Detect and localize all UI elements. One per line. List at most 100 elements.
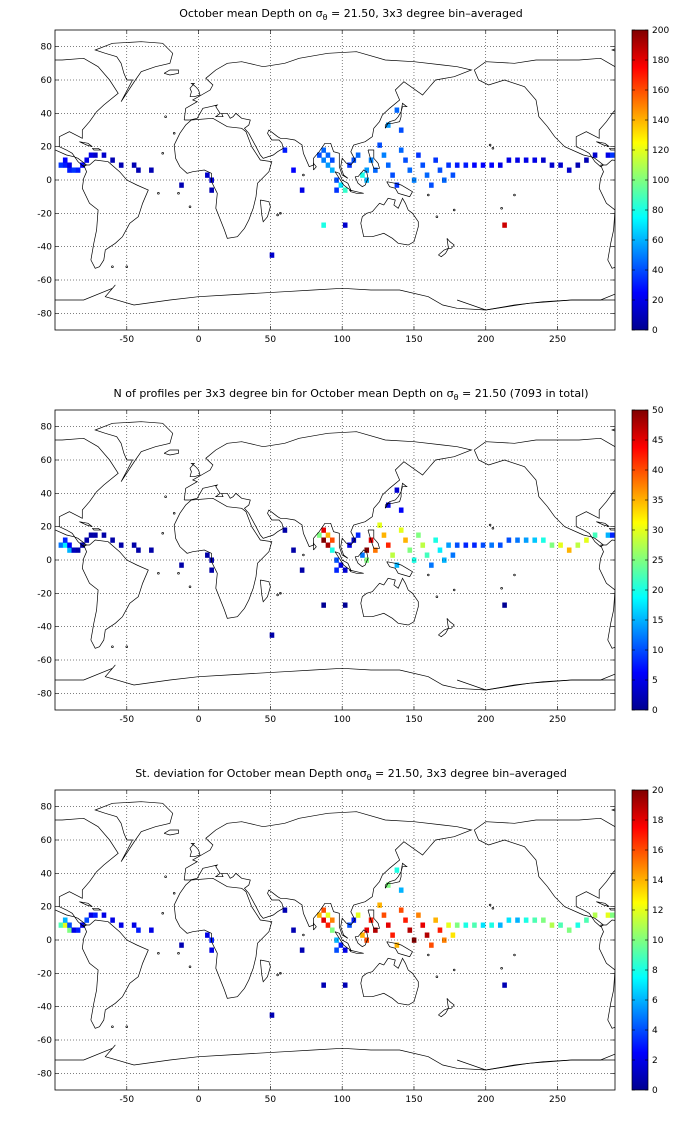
- heatmap-cell: [489, 542, 494, 548]
- heatmap-cell: [351, 537, 357, 543]
- coastline: [189, 82, 201, 98]
- coastline: [456, 293, 615, 311]
- y-tick-label: -80: [37, 309, 52, 319]
- heatmap-cell: [592, 152, 598, 158]
- coastline: [259, 579, 271, 603]
- heatmap-cell: [532, 537, 538, 543]
- heatmap-cell: [325, 162, 331, 168]
- heatmap-cell: [329, 927, 335, 933]
- panel-3-title: St. deviation for October mean Depth onσ…: [135, 767, 567, 782]
- island: [679, 532, 681, 534]
- coastline: [691, 878, 696, 998]
- coastlines: [55, 41, 696, 311]
- heatmap-cell: [209, 567, 214, 573]
- coastline: [349, 949, 364, 954]
- island: [157, 952, 160, 955]
- y-tick-label: -20: [37, 589, 52, 599]
- heatmap-cell: [93, 532, 98, 538]
- heatmap-cell: [299, 947, 305, 953]
- island: [452, 588, 456, 592]
- coastline: [79, 521, 93, 528]
- heatmap-cell: [179, 942, 184, 948]
- heatmap-cell: [325, 912, 331, 918]
- heatmap-cell: [502, 982, 507, 988]
- heatmap-cell: [88, 152, 94, 158]
- island: [157, 192, 160, 195]
- coastline: [259, 959, 271, 983]
- heatmap-cell: [321, 537, 326, 543]
- colorbar-tick-label: 4: [652, 1026, 658, 1036]
- heatmap-cell: [136, 167, 141, 173]
- heatmap-cell: [403, 157, 408, 163]
- panel-2-title: N of profiles per 3x3 degree bin for Oct…: [114, 387, 589, 402]
- heatmap-cell: [118, 162, 124, 168]
- heatmap-cell: [403, 537, 408, 543]
- heatmap-cell: [390, 932, 395, 938]
- heatmap-cell: [179, 562, 184, 568]
- heatmap-cell: [429, 942, 434, 948]
- heatmap-cell: [136, 547, 141, 553]
- island: [682, 116, 684, 118]
- coastline: [360, 957, 419, 1006]
- coastline: [473, 57, 615, 168]
- island: [500, 587, 503, 590]
- heatmap-cell: [472, 922, 477, 928]
- coastline: [81, 539, 149, 649]
- colorbar-tick-label: 40: [652, 466, 664, 476]
- heatmap-cell: [429, 182, 434, 188]
- coastline: [438, 627, 450, 638]
- y-tick-label: -40: [37, 623, 52, 633]
- heatmap-cell: [321, 157, 326, 163]
- heatmap-cell: [450, 172, 456, 178]
- coastline: [313, 162, 317, 171]
- coastline: [183, 811, 473, 939]
- heatmap-cell: [558, 922, 563, 928]
- island: [161, 532, 164, 535]
- coastline: [596, 521, 610, 528]
- heatmap-cell: [364, 177, 370, 183]
- coastline: [456, 1053, 615, 1071]
- coastline: [681, 70, 695, 75]
- panel-3: St. deviation for October mean Depth onσ…: [37, 767, 696, 1105]
- heatmap-cell: [360, 552, 365, 558]
- coastline: [691, 118, 696, 238]
- x-tick-label: 50: [265, 335, 277, 345]
- x-tick-label: 0: [196, 1095, 202, 1105]
- heatmap-cell: [549, 922, 555, 928]
- heatmap-cell: [321, 982, 326, 988]
- heatmap-cell: [269, 252, 275, 258]
- coastline: [183, 431, 473, 559]
- heatmap-cell: [433, 537, 438, 543]
- heatmap-cell: [351, 917, 357, 923]
- heatmap-cell: [205, 172, 210, 178]
- island: [427, 953, 430, 957]
- heatmap-cell: [463, 542, 469, 548]
- heatmap-cell: [515, 917, 520, 923]
- coastline: [596, 901, 610, 908]
- heatmap-cell: [454, 542, 460, 548]
- heatmap-cell: [398, 507, 404, 513]
- heatmap-cell: [67, 542, 72, 548]
- heatmap-cell: [351, 157, 357, 163]
- x-tick-label: 200: [477, 1095, 494, 1105]
- colorbar-tick-label: 30: [652, 526, 664, 536]
- coastline: [313, 542, 317, 551]
- heatmap-cell: [110, 157, 115, 163]
- island: [111, 645, 114, 648]
- heatmap-cell: [424, 552, 430, 558]
- island: [111, 265, 114, 268]
- x-tick-label: 50: [265, 1095, 277, 1105]
- heatmap-cell: [299, 187, 305, 193]
- coastline: [79, 141, 93, 148]
- panel-1-title: October mean Depth on σθ = 21.50, 3x3 de…: [179, 7, 523, 22]
- y-tick-label: 80: [41, 43, 53, 53]
- heatmap-cell: [342, 982, 348, 988]
- heatmap-cell: [355, 152, 361, 158]
- heatmap-cell: [390, 552, 395, 558]
- panel-1: October mean Depth on σθ = 21.50, 3x3 de…: [37, 7, 696, 345]
- heatmap-cell: [373, 547, 378, 553]
- heatmap-cell: [441, 937, 447, 943]
- island: [157, 572, 160, 575]
- heatmap-cell: [472, 162, 477, 168]
